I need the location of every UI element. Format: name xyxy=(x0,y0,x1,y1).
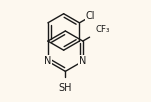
Text: Cl: Cl xyxy=(86,11,95,21)
Text: N: N xyxy=(44,56,51,66)
Text: N: N xyxy=(79,56,87,66)
Text: CF₃: CF₃ xyxy=(96,25,110,34)
Text: SH: SH xyxy=(59,83,72,93)
